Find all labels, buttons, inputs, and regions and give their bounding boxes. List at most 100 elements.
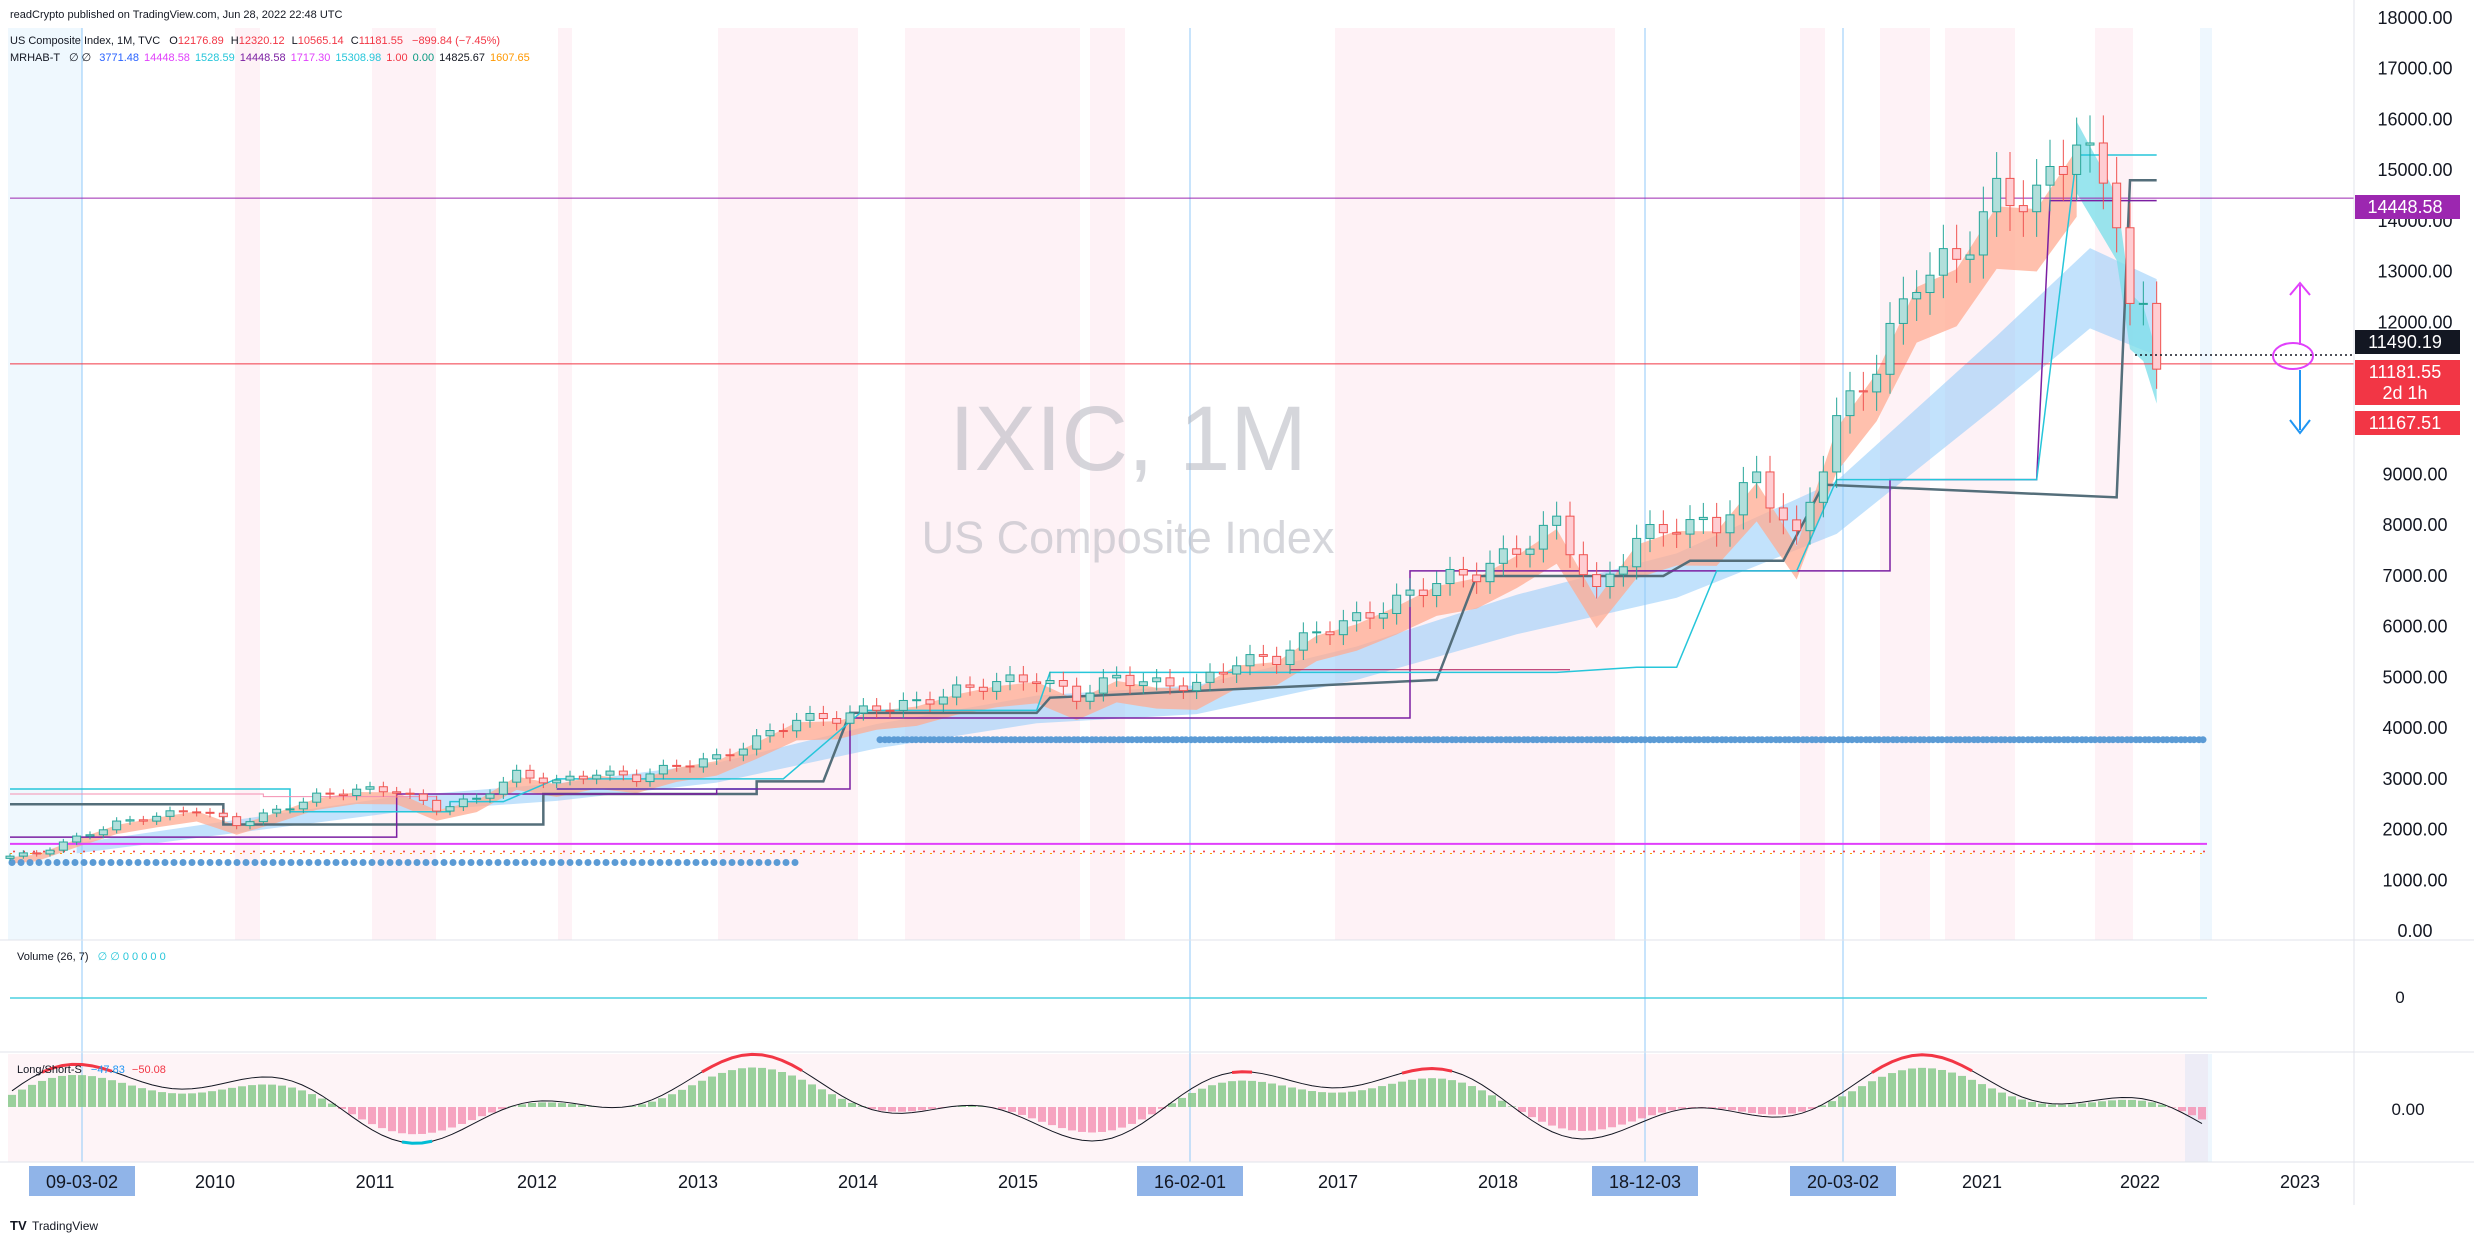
candle[interactable] — [98, 829, 108, 836]
candle[interactable] — [912, 699, 922, 702]
candle[interactable] — [1738, 482, 1748, 516]
candle[interactable] — [232, 816, 242, 827]
candle[interactable] — [1205, 671, 1215, 683]
candle[interactable] — [1458, 568, 1468, 576]
candle[interactable] — [1832, 415, 1842, 473]
candle[interactable] — [1845, 390, 1855, 417]
candle[interactable] — [1778, 507, 1788, 521]
candle[interactable] — [1978, 211, 1988, 256]
candle[interactable] — [1432, 583, 1442, 597]
candle[interactable] — [1285, 649, 1295, 665]
candle[interactable] — [1965, 254, 1975, 260]
symbol-legend[interactable]: US Composite Index, 1M, TVC O12176.89 H1… — [10, 35, 500, 47]
candle[interactable] — [1445, 568, 1455, 585]
candle[interactable] — [1192, 681, 1202, 692]
candle[interactable] — [618, 770, 628, 776]
candle[interactable] — [818, 712, 828, 720]
candle[interactable] — [712, 754, 722, 760]
candle[interactable] — [1272, 655, 1282, 665]
candle[interactable] — [1992, 177, 2002, 213]
candle[interactable] — [192, 811, 202, 814]
candle[interactable] — [645, 773, 655, 783]
candle[interactable] — [872, 705, 882, 711]
candle[interactable] — [1472, 574, 1482, 583]
candle[interactable] — [2032, 184, 2042, 213]
candle[interactable] — [792, 719, 802, 732]
candle[interactable] — [1765, 471, 1775, 509]
candle[interactable] — [1338, 620, 1348, 636]
candle[interactable] — [1352, 612, 1362, 622]
candle[interactable] — [1125, 674, 1135, 687]
candle[interactable] — [445, 806, 455, 812]
candle[interactable] — [1672, 532, 1682, 535]
candle[interactable] — [165, 810, 175, 817]
candle[interactable] — [2152, 302, 2162, 370]
candle[interactable] — [392, 791, 402, 794]
candle[interactable] — [1218, 671, 1228, 675]
candle[interactable] — [1952, 248, 1962, 260]
candle[interactable] — [112, 820, 122, 831]
candle[interactable] — [2005, 177, 2015, 207]
candle[interactable] — [938, 696, 948, 705]
candle[interactable] — [1245, 654, 1255, 667]
candle[interactable] — [1485, 562, 1495, 583]
candle[interactable] — [45, 849, 55, 855]
candle[interactable] — [565, 775, 575, 781]
candle[interactable] — [1312, 631, 1322, 634]
candle[interactable] — [1018, 674, 1028, 683]
candle[interactable] — [1098, 677, 1108, 694]
candle[interactable] — [432, 799, 442, 812]
candle[interactable] — [405, 792, 415, 795]
candle[interactable] — [1138, 681, 1148, 687]
candle[interactable] — [1712, 516, 1722, 534]
candle[interactable] — [1152, 677, 1162, 683]
candle[interactable] — [2072, 144, 2082, 175]
candle[interactable] — [1085, 692, 1095, 702]
candle[interactable] — [2045, 166, 2055, 186]
candle[interactable] — [885, 709, 895, 712]
candle[interactable] — [1418, 589, 1428, 597]
candle[interactable] — [1525, 548, 1535, 555]
candle[interactable] — [472, 797, 482, 800]
candle[interactable] — [58, 841, 68, 851]
candle[interactable] — [965, 684, 975, 688]
time-axis[interactable]: 2010 2011 2012 2013 2014 2015 2017 2018 2021 2022… — [29, 1166, 2320, 1196]
candle[interactable] — [1658, 524, 1668, 534]
candle[interactable] — [1552, 515, 1562, 526]
candle[interactable] — [1818, 471, 1828, 503]
candle[interactable] — [178, 810, 188, 813]
candle[interactable] — [365, 786, 375, 790]
candle[interactable] — [1752, 471, 1762, 484]
candle[interactable] — [1165, 677, 1175, 687]
candle[interactable] — [1512, 548, 1522, 555]
candle[interactable] — [845, 712, 855, 724]
candle[interactable] — [1178, 685, 1188, 692]
candle[interactable] — [1912, 292, 1922, 300]
candle[interactable] — [1378, 612, 1388, 619]
candle[interactable] — [1925, 274, 1935, 294]
candle[interactable] — [1045, 680, 1055, 685]
ls-legend[interactable]: Long/Short-S −47.83 −50.08 — [17, 1064, 166, 1076]
candle[interactable] — [1365, 612, 1375, 619]
candle[interactable] — [978, 686, 988, 692]
candle[interactable] — [1805, 501, 1815, 532]
candle[interactable] — [152, 815, 162, 822]
candle[interactable] — [512, 769, 522, 783]
volume-legend[interactable]: Volume (26, 7) ∅ ∅ 0 0 0 0 0 — [17, 951, 166, 963]
candle[interactable] — [685, 765, 695, 768]
candle[interactable] — [1258, 654, 1268, 657]
candle[interactable] — [1498, 548, 1508, 564]
candle[interactable] — [1858, 390, 1868, 393]
candle[interactable] — [1698, 516, 1708, 521]
candle[interactable] — [1565, 515, 1575, 556]
candle[interactable] — [298, 801, 308, 810]
candle[interactable] — [1538, 524, 1548, 550]
candle[interactable] — [832, 718, 842, 724]
candle[interactable] — [738, 748, 748, 756]
candle[interactable] — [1298, 632, 1308, 651]
candle[interactable] — [2112, 182, 2122, 229]
candle[interactable] — [1232, 665, 1242, 675]
candle[interactable] — [1685, 519, 1695, 535]
candles-layer[interactable] — [5, 115, 2162, 861]
candle[interactable] — [205, 811, 215, 814]
